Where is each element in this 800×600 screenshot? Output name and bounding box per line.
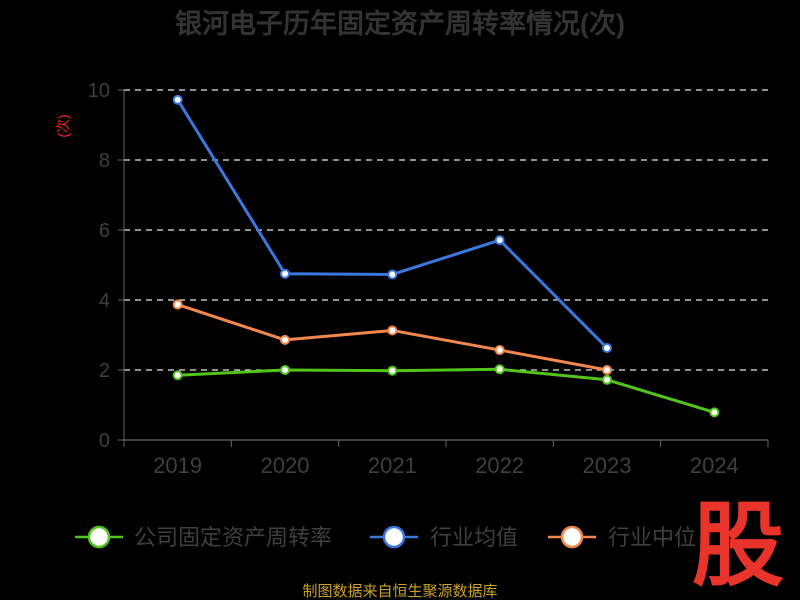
legend-label: 行业均值: [430, 525, 518, 550]
data-point[interactable]: [387, 365, 398, 376]
legend[interactable]: 公司固定资产周转率 行业均值 行业中位: [75, 525, 696, 550]
data-point[interactable]: [494, 345, 505, 356]
data-point[interactable]: [172, 94, 183, 105]
legend-label: 行业中位: [608, 525, 696, 550]
data-point[interactable]: [709, 407, 720, 418]
legend-swatch-marker: [382, 525, 406, 549]
x-tick-label: 2022: [475, 453, 524, 478]
y-tick-label: 10: [88, 80, 110, 102]
grid-lines: [124, 89, 768, 371]
data-point[interactable]: [602, 365, 612, 375]
y-axis-label: (次): [55, 114, 71, 137]
data-point[interactable]: [387, 269, 398, 280]
watermark-logo: 股: [692, 495, 784, 597]
x-tick-label: 2024: [690, 453, 739, 478]
legend-item[interactable]: 行业均值: [370, 525, 518, 550]
series-0: [172, 364, 720, 418]
legend-swatch-marker: [560, 525, 584, 549]
series-line: [177, 367, 715, 414]
series-line: [176, 99, 609, 350]
data-point[interactable]: [280, 334, 290, 345]
y-tick-label: 6: [99, 220, 110, 242]
data-point[interactable]: [602, 374, 612, 385]
data-point[interactable]: [172, 370, 183, 381]
series-2: [172, 299, 612, 375]
x-tick-label: 2021: [368, 453, 417, 478]
x-tick-label: 2023: [583, 453, 632, 478]
source-note: 制图数据来自恒生聚源数据库: [302, 583, 497, 600]
series-1: [172, 94, 612, 353]
series-line: [177, 303, 608, 372]
axes: [118, 89, 769, 447]
data-point[interactable]: [387, 325, 398, 336]
y-tick-label: 8: [99, 150, 110, 172]
chart-title: 银河电子历年固定资产周转率情况(次): [175, 8, 625, 39]
y-tick-label: 2: [99, 360, 110, 382]
data-point[interactable]: [494, 235, 505, 246]
series-lines: [172, 94, 720, 418]
data-point[interactable]: [280, 365, 290, 375]
y-tick-label: 4: [99, 290, 110, 312]
legend-item[interactable]: 公司固定资产周转率: [75, 525, 332, 550]
data-point[interactable]: [494, 364, 505, 375]
x-tick-label: 2020: [261, 453, 310, 478]
legend-item[interactable]: 行业中位: [548, 525, 696, 550]
y-tick-labels: 0 2 4 6 8 10: [88, 80, 110, 452]
x-tick-label: 2019: [153, 453, 202, 478]
legend-swatch-marker: [87, 525, 111, 549]
data-point[interactable]: [280, 268, 290, 279]
data-point[interactable]: [172, 299, 183, 310]
data-point[interactable]: [602, 342, 612, 353]
y-tick-label: 0: [99, 430, 110, 452]
x-tick-labels: 2019 2020 2021 2022 2023 2024: [153, 453, 739, 478]
legend-label: 公司固定资产周转率: [134, 525, 332, 550]
